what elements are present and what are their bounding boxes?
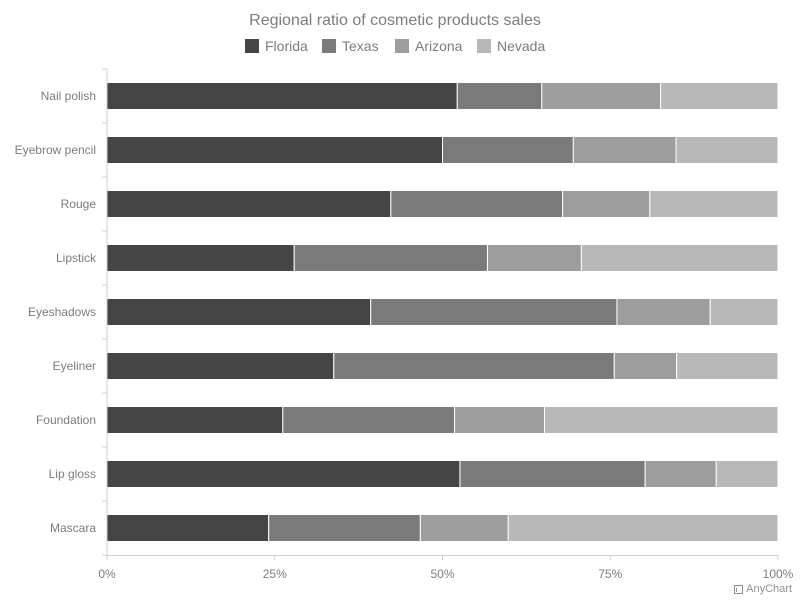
bar-mascara-texas[interactable] [268,514,421,542]
bar-eyebrow-pencil-nevada[interactable] [675,136,779,164]
x-tick-label: 0% [98,567,116,581]
legend-label-nevada: Nevada [497,38,545,54]
bar-lip-gloss-texas[interactable] [459,460,646,488]
chart-title: Regional ratio of cosmetic products sale… [249,12,541,29]
bar-lip-gloss-florida[interactable] [106,460,461,488]
category-label-foundation: Foundation [36,413,96,427]
bar-mascara-florida[interactable] [106,514,270,542]
bar-eyeliner-nevada[interactable] [676,352,779,380]
bar-eyebrow-pencil-texas[interactable] [442,136,574,164]
legend-marker-nevada [477,39,491,53]
bar-eyeshadows-arizona[interactable] [616,298,711,326]
category-label-rouge: Rouge [61,197,97,211]
legend-marker-texas [322,39,336,53]
category-label-lipstick: Lipstick [56,251,97,265]
category-label-nail-polish: Nail polish [41,89,96,103]
x-tick-label: 50% [430,567,454,581]
category-label-lip-gloss: Lip gloss [49,467,96,481]
axes: Nail polish Eyebrow pencil Rouge Lipstick Ey… [15,68,794,581]
bar-eyeliner-florida[interactable] [106,352,335,380]
bar-rouge-arizona[interactable] [562,190,651,218]
bar-lipstick-nevada[interactable] [580,244,779,272]
legend-marker-florida [245,39,259,53]
bar-lip-gloss-arizona[interactable] [644,460,717,488]
legend: Florida Texas Arizona Nevada [245,38,545,54]
bar-lipstick-arizona[interactable] [486,244,582,272]
credit-label: AnyChart [746,583,792,595]
legend-label-florida: Florida [265,38,308,54]
bar-foundation-texas[interactable] [282,406,456,434]
bar-foundation-florida[interactable] [106,406,284,434]
category-label-eyeshadows: Eyeshadows [28,305,96,319]
category-label-eyeliner: Eyeliner [53,359,96,373]
bar-foundation-arizona[interactable] [454,406,545,434]
legend-label-texas: Texas [342,38,379,54]
bar-eyeshadows-texas[interactable] [370,298,618,326]
chart-icon [734,584,744,594]
category-label-mascara: Mascara [50,521,96,535]
bar-nail-polish-texas[interactable] [456,82,543,110]
bar-lipstick-florida[interactable] [106,244,295,272]
bar-rouge-texas[interactable] [390,190,564,218]
bar-mascara-nevada[interactable] [507,514,779,542]
bar-lip-gloss-nevada[interactable] [715,460,779,488]
x-tick-label: 100% [763,567,794,581]
bars [106,82,779,542]
category-label-eyebrow-pencil: Eyebrow pencil [15,143,96,157]
bar-eyeliner-arizona[interactable] [613,352,678,380]
legend-label-arizona: Arizona [415,38,463,54]
bar-nail-polish-nevada[interactable] [660,82,779,110]
credit[interactable]: AnyChart [734,583,792,595]
bar-eyeshadows-florida[interactable] [106,298,372,326]
bar-rouge-nevada[interactable] [649,190,779,218]
legend-marker-arizona [395,39,409,53]
bar-eyeshadows-nevada[interactable] [709,298,779,326]
bar-nail-polish-arizona[interactable] [541,82,662,110]
bar-eyebrow-pencil-florida[interactable] [106,136,443,164]
x-tick-label: 25% [263,567,287,581]
bar-foundation-nevada[interactable] [543,406,779,434]
bar-lipstick-texas[interactable] [293,244,488,272]
bar-rouge-florida[interactable] [106,190,392,218]
bar-mascara-arizona[interactable] [419,514,509,542]
bar-eyebrow-pencil-arizona[interactable] [572,136,677,164]
x-tick-label: 75% [598,567,622,581]
bar-nail-polish-florida[interactable] [106,82,458,110]
bar-eyeliner-texas[interactable] [333,352,615,380]
